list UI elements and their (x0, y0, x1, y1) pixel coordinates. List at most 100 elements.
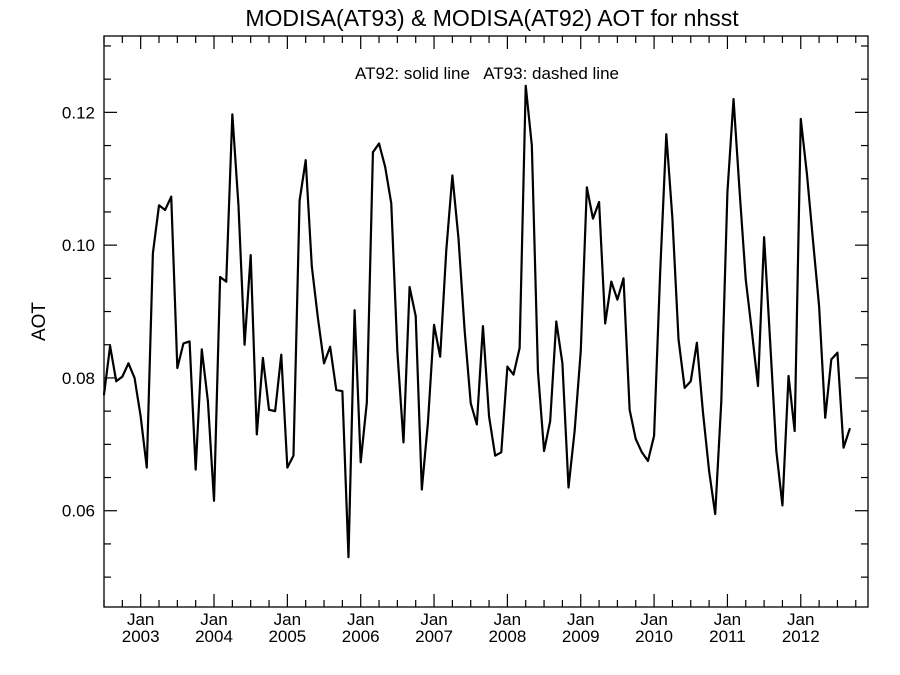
data-point (200, 348, 203, 351)
x-tick-label-year: 2012 (782, 627, 820, 646)
data-point (194, 468, 197, 471)
data-point (335, 388, 338, 391)
data-point (805, 172, 808, 175)
data-point (488, 415, 490, 418)
data-point (378, 142, 380, 145)
x-tick-label-year: 2008 (488, 627, 526, 646)
data-point (848, 428, 851, 430)
data-point (188, 340, 191, 343)
data-point (469, 402, 472, 405)
x-tick-label-month: Jan (347, 610, 374, 629)
data-point (463, 329, 466, 332)
data-point (720, 400, 723, 403)
x-tick-label-year: 2005 (268, 627, 306, 646)
series-layer (102, 84, 851, 559)
data-point (640, 451, 643, 454)
data-point (738, 191, 741, 193)
data-point (280, 353, 283, 356)
data-point (799, 118, 802, 120)
data-point (604, 322, 607, 325)
data-point (702, 411, 704, 414)
x-tick-label-month: Jan (714, 610, 741, 629)
data-point (524, 84, 527, 87)
data-point (115, 380, 118, 383)
data-point (457, 237, 460, 240)
data-point (812, 239, 814, 242)
data-point (384, 165, 387, 168)
data-point (249, 254, 252, 256)
y-axis-label: AOT (29, 302, 50, 341)
x-tick-label-year: 2009 (562, 627, 600, 646)
x-tick-label-month: Jan (274, 610, 301, 629)
data-point (427, 421, 429, 424)
data-point (793, 430, 796, 432)
data-point (213, 499, 215, 502)
data-point (561, 362, 564, 365)
data-point (744, 278, 747, 281)
data-point (433, 323, 435, 326)
data-point (402, 441, 405, 444)
data-point (506, 365, 509, 368)
data-point (451, 174, 454, 177)
data-point (537, 370, 539, 373)
x-tick-label-month: Jan (127, 610, 154, 629)
data-point (164, 209, 167, 211)
data-point (726, 191, 729, 193)
data-point (219, 276, 222, 278)
data-point (585, 186, 588, 189)
data-point (634, 438, 637, 440)
data-point (414, 315, 417, 318)
data-point (622, 277, 625, 280)
data-point (549, 420, 552, 422)
data-point (512, 373, 515, 376)
data-point (225, 280, 228, 283)
chart-title: MODISA(AT93) & MODISA(AT92) AOT for nhss… (245, 5, 739, 31)
data-point (494, 454, 497, 457)
data-point (207, 400, 209, 403)
axis-tick-labels: 0.060.080.100.12Jan2003Jan2004Jan2005Jan… (62, 103, 820, 646)
data-point (170, 195, 173, 198)
data-point (842, 446, 845, 449)
data-point (420, 488, 423, 491)
y-tick-label: 0.10 (62, 236, 95, 255)
x-tick-label-month: Jan (640, 610, 667, 629)
plot-frame (103, 35, 869, 608)
data-point (665, 133, 668, 136)
data-point (824, 416, 827, 419)
y-tick-label: 0.08 (62, 369, 95, 388)
data-point (592, 217, 594, 220)
data-point (408, 286, 411, 288)
data-point (255, 433, 258, 436)
data-point (677, 338, 680, 341)
data-point (176, 367, 179, 369)
data-point (292, 454, 295, 457)
data-point (653, 434, 655, 437)
data-point (732, 98, 735, 100)
data-point (616, 298, 619, 301)
data-point (304, 159, 307, 162)
data-point (628, 408, 631, 411)
data-point (145, 466, 148, 469)
data-point (109, 345, 112, 347)
data-point (127, 362, 130, 365)
data-point (818, 305, 820, 308)
data-point (695, 341, 698, 344)
data-point (518, 347, 521, 349)
data-point (274, 410, 277, 413)
x-tick-label-year: 2010 (635, 627, 673, 646)
x-tick-label-month: Jan (494, 610, 521, 629)
data-point (775, 450, 778, 452)
data-point (647, 460, 649, 462)
data-point (243, 343, 246, 346)
data-point (689, 380, 692, 383)
data-point (231, 113, 234, 116)
data-point (830, 358, 833, 361)
data-point (787, 375, 790, 377)
data-point (323, 362, 325, 365)
x-tick-label-year: 2004 (195, 627, 233, 646)
data-point (317, 317, 319, 320)
data-point (359, 461, 362, 464)
data-point (714, 513, 717, 515)
data-point (133, 377, 136, 379)
